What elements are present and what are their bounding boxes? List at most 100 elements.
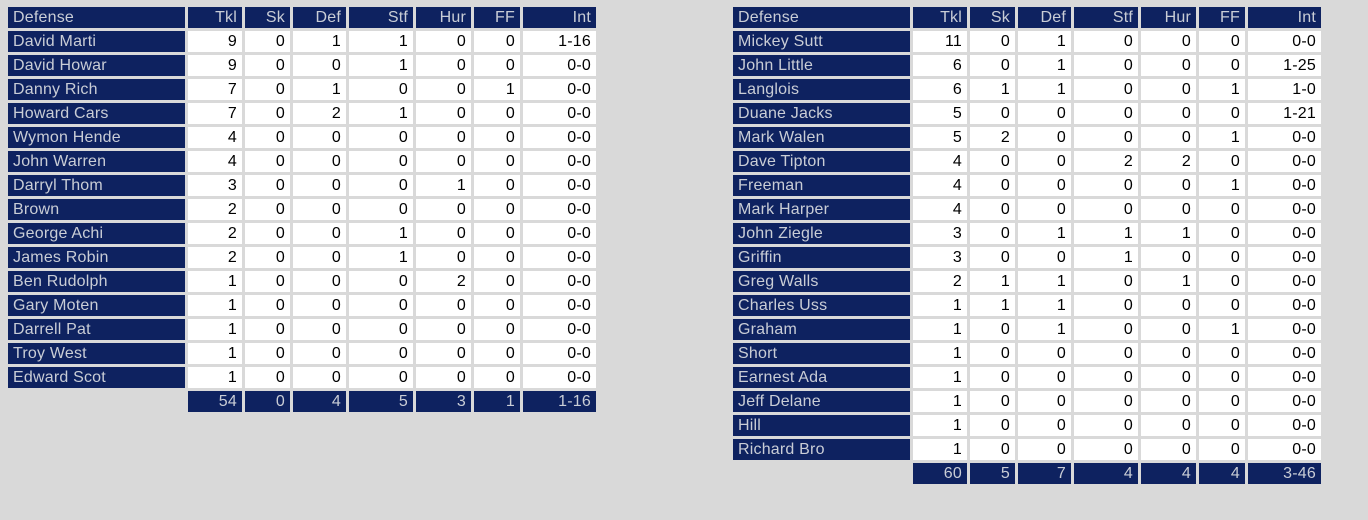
- stat-cell: 1: [474, 79, 520, 100]
- stat-cell: 0: [245, 79, 290, 100]
- stat-cell: 0: [416, 343, 471, 364]
- player-name-cell: Howard Cars: [8, 103, 185, 124]
- stat-cell: 2: [913, 271, 967, 292]
- stat-cell: 0: [245, 295, 290, 316]
- player-name-cell: Edward Scot: [8, 367, 185, 388]
- header-row: Defense Tkl Sk Def Stf Hur FF Int: [733, 7, 1321, 28]
- stat-cell: 1: [1018, 31, 1071, 52]
- totals-row: 60 5 7 4 4 4 3-46: [733, 463, 1321, 484]
- total-stat-cell: 1: [474, 391, 520, 412]
- stat-cell: 0: [1199, 271, 1245, 292]
- stat-cell: 1: [1018, 319, 1071, 340]
- stat-cell: 0-0: [523, 319, 596, 340]
- defense-stats-right-table: Defense Tkl Sk Def Stf Hur FF Int Mickey Sutt 11 0…: [730, 4, 1324, 487]
- stat-cell: 0: [1074, 319, 1138, 340]
- total-stat-cell: 7: [1018, 463, 1071, 484]
- stat-cell: 0: [474, 343, 520, 364]
- column-header-tkl: Tkl: [913, 7, 967, 28]
- stat-cell: 0: [1074, 127, 1138, 148]
- stat-cell: 0: [474, 247, 520, 268]
- player-name-cell: David Howar: [8, 55, 185, 76]
- player-name-cell: Ben Rudolph: [8, 271, 185, 292]
- player-name-cell: Mark Harper: [733, 199, 910, 220]
- stat-cell: 0: [474, 103, 520, 124]
- player-row: John Ziegle 3 0 1 1 1 0 0-0: [733, 223, 1321, 244]
- stat-cell: 0-0: [523, 271, 596, 292]
- stat-cell: 0: [474, 223, 520, 244]
- stat-cell: 9: [188, 31, 242, 52]
- stat-cell: 0: [245, 127, 290, 148]
- total-stat-cell: 4: [1141, 463, 1196, 484]
- defense-stats-table-left: Defense Tkl Sk Def Stf Hur FF Int David Marti 9 0 1…: [5, 0, 599, 415]
- stat-cell: 1: [1141, 223, 1196, 244]
- stat-cell: 1: [1199, 319, 1245, 340]
- player-name-cell: Dave Tipton: [733, 151, 910, 172]
- stat-cell: 4: [913, 199, 967, 220]
- stat-cell: 0: [245, 343, 290, 364]
- player-row: Jeff Delane 1 0 0 0 0 0 0-0: [733, 391, 1321, 412]
- stat-cell: 0: [474, 175, 520, 196]
- stat-cell: 0: [1199, 247, 1245, 268]
- stat-cell: 0: [245, 199, 290, 220]
- stat-cell: 7: [188, 79, 242, 100]
- stat-cell: 0: [245, 55, 290, 76]
- stat-cell: 0: [1074, 175, 1138, 196]
- column-header-sk: Sk: [245, 7, 290, 28]
- stat-cell: 6: [913, 79, 967, 100]
- player-name-cell: Brown: [8, 199, 185, 220]
- player-row: James Robin 2 0 0 1 0 0 0-0: [8, 247, 596, 268]
- stat-cell: 0-0: [1248, 367, 1321, 388]
- stat-cell: 1: [349, 247, 413, 268]
- stat-cell: 0: [1141, 199, 1196, 220]
- stat-cell: 0: [349, 151, 413, 172]
- stat-cell: 0: [970, 55, 1015, 76]
- stat-cell: 0: [293, 151, 346, 172]
- column-header-tkl: Tkl: [188, 7, 242, 28]
- totals-row: 54 0 4 5 3 1 1-16: [8, 391, 596, 412]
- player-name-cell: Wymon Hende: [8, 127, 185, 148]
- stat-cell: 1: [1074, 223, 1138, 244]
- stat-cell: 0: [970, 31, 1015, 52]
- player-row: John Little 6 0 1 0 0 0 1-25: [733, 55, 1321, 76]
- stat-cell: 2: [188, 199, 242, 220]
- stat-cell: 0-0: [523, 343, 596, 364]
- player-row: Danny Rich 7 0 1 0 0 1 0-0: [8, 79, 596, 100]
- stat-cell: 6: [913, 55, 967, 76]
- stat-cell: 1: [349, 31, 413, 52]
- stat-cell: 0: [1141, 343, 1196, 364]
- stat-cell: 0: [293, 175, 346, 196]
- total-stat-cell: 54: [188, 391, 242, 412]
- stat-cell: 1: [188, 271, 242, 292]
- player-name-cell: Darrell Pat: [8, 319, 185, 340]
- stat-cell: 0: [970, 247, 1015, 268]
- player-row: Short 1 0 0 0 0 0 0-0: [733, 343, 1321, 364]
- stat-cell: 1: [188, 367, 242, 388]
- stat-cell: 0: [970, 415, 1015, 436]
- stat-cell: 3: [913, 247, 967, 268]
- total-stat-cell: 1-16: [523, 391, 596, 412]
- stat-cell: 0-0: [523, 127, 596, 148]
- stat-cell: 0: [245, 271, 290, 292]
- stat-cell: 0: [245, 223, 290, 244]
- player-row: Mark Walen 5 2 0 0 0 1 0-0: [733, 127, 1321, 148]
- total-stat-cell: 3-46: [1248, 463, 1321, 484]
- stat-cell: 0: [970, 151, 1015, 172]
- stat-cell: 4: [913, 151, 967, 172]
- stat-cell: 0: [474, 319, 520, 340]
- stat-cell: 0: [1018, 151, 1071, 172]
- stat-cell: 4: [913, 175, 967, 196]
- stat-cell: 0: [1141, 295, 1196, 316]
- stat-cell: 0: [1199, 295, 1245, 316]
- column-header-hur: Hur: [1141, 7, 1196, 28]
- stat-cell: 0: [416, 319, 471, 340]
- stat-cell: 1-25: [1248, 55, 1321, 76]
- stat-cell: 1: [293, 31, 346, 52]
- player-row: Graham 1 0 1 0 0 1 0-0: [733, 319, 1321, 340]
- defense-stats-table-right: Defense Tkl Sk Def Stf Hur FF Int Mickey Sutt 11 0…: [730, 0, 1324, 487]
- total-stat-cell: 4: [1199, 463, 1245, 484]
- player-row: Darryl Thom 3 0 0 0 1 0 0-0: [8, 175, 596, 196]
- total-stat-cell: 5: [970, 463, 1015, 484]
- stat-cell: 1: [913, 439, 967, 460]
- stat-cell: 0-0: [523, 223, 596, 244]
- stat-cell: 0: [1199, 103, 1245, 124]
